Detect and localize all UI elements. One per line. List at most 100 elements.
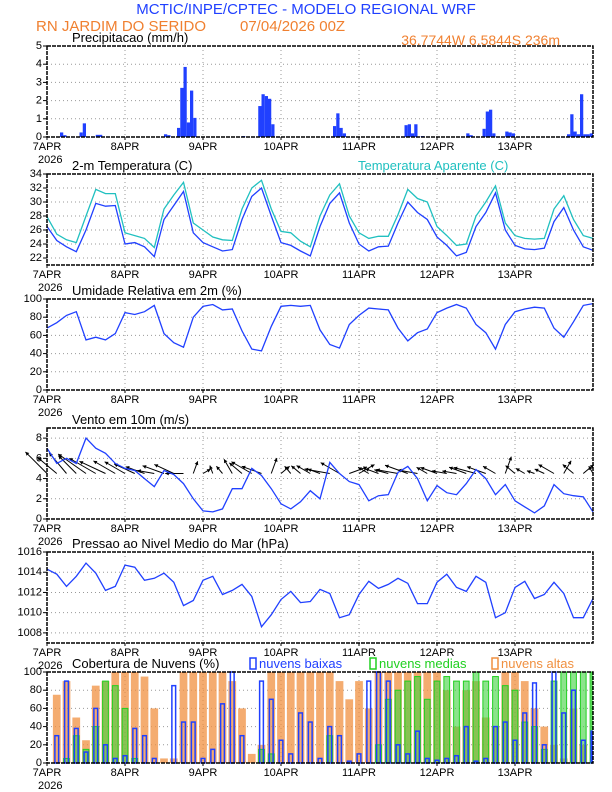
- precip-bar: [60, 132, 64, 137]
- series-line-0: [46, 562, 594, 629]
- high-cloud-bar: [208, 672, 217, 763]
- y-tick-label: 40: [30, 721, 42, 733]
- panel-title: Umidade Relativa em 2m (%): [72, 283, 242, 298]
- low-cloud-bar: [288, 753, 294, 764]
- wind-arrowhead: [505, 465, 510, 470]
- wind-vector: [320, 462, 340, 474]
- precip-bar: [268, 98, 272, 137]
- y-tick-label: 1: [36, 113, 42, 125]
- high-cloud-bar: [228, 681, 237, 763]
- high-cloud-bar: [130, 672, 139, 763]
- x-tick-label: 13APR: [498, 523, 533, 535]
- wind-arrowhead: [385, 464, 389, 469]
- wind-arrowhead: [154, 464, 159, 468]
- precip-bar: [339, 127, 343, 137]
- precip-bar: [99, 134, 103, 137]
- legend-swatch-1: [369, 657, 377, 670]
- x-tick-label: 8APR: [111, 523, 140, 535]
- wind-vector: [376, 469, 399, 474]
- x-tick-label: 10APR: [264, 767, 299, 779]
- wind-arrowhead: [431, 469, 436, 474]
- x-tick-label: 11APR: [342, 141, 376, 153]
- x-tick-label: 7APR: [33, 141, 62, 153]
- wind-arrowhead: [229, 462, 234, 467]
- y-tick-label: 0: [36, 384, 42, 396]
- x-tick-label: 10APR: [264, 647, 299, 659]
- x-tick-label: 7APR: [33, 647, 62, 659]
- plot-frame: [46, 173, 594, 266]
- x-tick-label: 7APR: [33, 767, 62, 779]
- precip-bar: [193, 117, 197, 137]
- low-cloud-bar: [590, 730, 593, 764]
- precip-bar: [180, 87, 184, 137]
- plot-frame: [46, 551, 594, 644]
- x-year-label: 2026: [38, 154, 62, 166]
- x-tick-label: 8APR: [111, 269, 140, 281]
- precip-bar: [79, 132, 83, 137]
- x-tick-label: 7APR: [33, 394, 62, 406]
- high-cloud-bar: [91, 685, 100, 763]
- wind-arrowhead: [358, 467, 363, 471]
- plot-frame: [46, 45, 594, 138]
- wind-arrowhead: [194, 461, 199, 466]
- wind-arrowhead: [142, 465, 147, 469]
- x-tick-label: 7APR: [33, 269, 62, 281]
- coords-title: 36.7744W 6.5844S 236m: [401, 32, 560, 48]
- y-tick-label: 28: [30, 210, 42, 222]
- x-tick-label: 8APR: [111, 394, 140, 406]
- high-cloud-bar: [169, 758, 178, 763]
- y-tick-label: 8: [36, 432, 42, 444]
- panel-title: 2-m Temperatura (C): [72, 158, 192, 173]
- precip-bar: [167, 135, 171, 137]
- panel-title: Pressao ao Nivel Medio do Mar (hPa): [72, 536, 289, 551]
- x-tick-label: 9APR: [189, 141, 218, 153]
- wind-arrowhead: [273, 457, 278, 462]
- precip-bar: [589, 133, 593, 137]
- y-tick-label: 100: [24, 666, 42, 678]
- location-title: RN JARDIM DO SERIDO: [36, 18, 206, 35]
- precip-bar: [489, 109, 493, 137]
- precip-bar: [492, 133, 496, 137]
- y-tick-label: 0: [36, 757, 42, 769]
- panel-title: Cobertura de Nuvens (%): [72, 656, 219, 671]
- precip-bar: [164, 134, 168, 137]
- wind-arrowhead: [241, 465, 246, 470]
- y-tick-label: 80: [30, 311, 42, 323]
- high-cloud-bar: [286, 672, 295, 763]
- x-tick-label: 8APR: [111, 141, 140, 153]
- precip-bar: [570, 114, 574, 137]
- series-line-0: [46, 186, 594, 258]
- wind-arrowhead: [416, 467, 421, 471]
- wind-arrowhead: [304, 467, 309, 472]
- panel-2: 0 20 40 60 80 100 7APR 8APR 9APR 10APR 11APR 12APR 1…: [24, 283, 594, 419]
- y-tick-label: 3: [36, 76, 42, 88]
- precip-bar: [576, 134, 580, 137]
- y-tick-label: 100: [24, 293, 42, 305]
- mid-cloud-bar: [404, 680, 412, 764]
- precip-bar: [508, 132, 512, 137]
- wind-vector: [57, 453, 87, 474]
- wind-vector: [104, 461, 126, 474]
- wind-arrowhead: [508, 456, 512, 461]
- wind-arrowhead: [534, 468, 539, 473]
- panel-3: 024687APR8APR9APR10APR11APR12APR13APR202…: [25, 412, 595, 548]
- panel-4: 1008 1010 1012 1014 1016 7APR 8APR 9APR 10APR 11A…: [18, 536, 594, 672]
- precip-bar: [567, 134, 571, 137]
- precip-bar: [333, 126, 337, 137]
- panel-title: Vento em 10m (m/s): [72, 412, 189, 427]
- high-cloud-bar: [189, 672, 198, 763]
- wind-arrowhead: [209, 465, 213, 470]
- precip-bar: [407, 124, 411, 137]
- low-cloud-bar: [297, 712, 304, 764]
- wind-vector: [93, 460, 116, 474]
- high-cloud-bar: [316, 672, 324, 763]
- wind-arrowhead: [206, 469, 211, 473]
- panel-title: Precipitacao (mm/h): [72, 30, 188, 45]
- wind-vector: [58, 455, 77, 474]
- wind-arrowhead: [483, 466, 488, 470]
- low-cloud-bar: [483, 757, 489, 764]
- wind-arrowhead: [291, 465, 296, 470]
- y-tick-label: 5: [36, 40, 42, 52]
- wind-arrowhead: [365, 468, 370, 472]
